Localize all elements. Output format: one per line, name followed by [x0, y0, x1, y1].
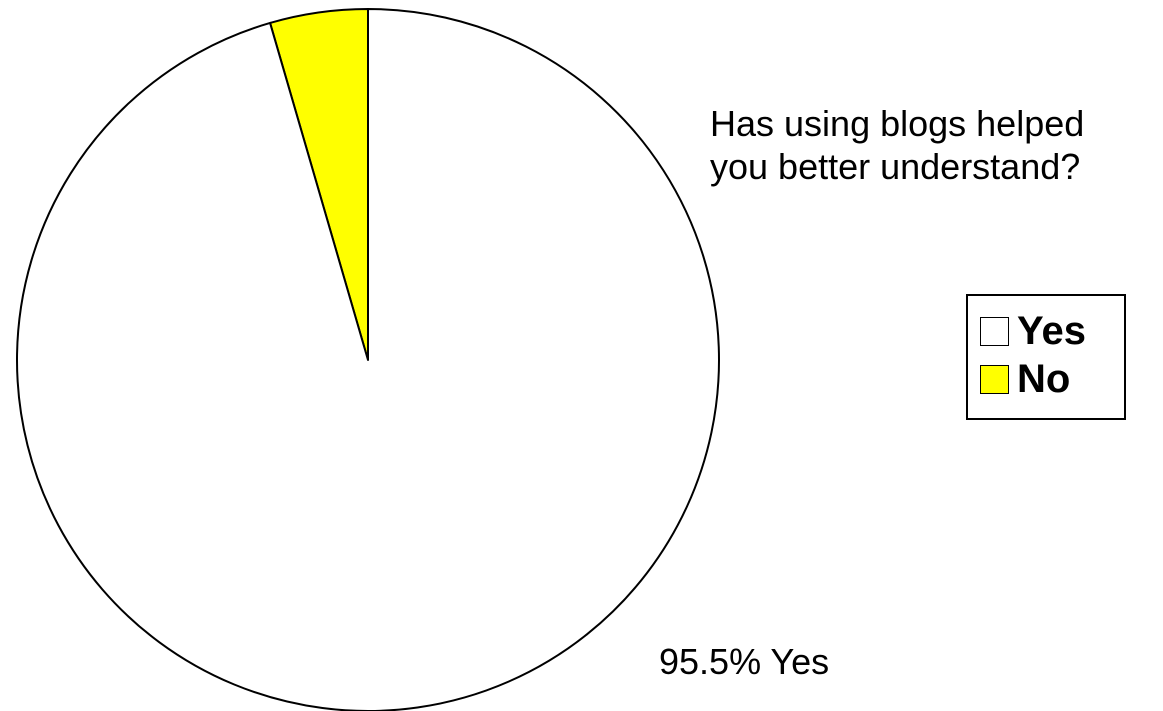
pie-slice-yes	[16, 8, 720, 711]
legend-label-no: No	[1017, 357, 1071, 401]
legend-item-yes: Yes	[980, 310, 1086, 352]
legend-label-yes: Yes	[1017, 309, 1086, 353]
pie-slices	[16, 8, 720, 711]
legend-item-no: No	[980, 358, 1070, 400]
chart-title-line-1: Has using blogs helped	[710, 103, 1085, 144]
slice-data-label-yes: 95.5% Yes	[659, 641, 830, 682]
chart-title-line-2: you better understand?	[710, 146, 1081, 187]
legend-swatch-yes	[980, 316, 1009, 346]
legend-swatch-no	[980, 364, 1009, 394]
chart-legend: Yes No	[966, 294, 1126, 420]
